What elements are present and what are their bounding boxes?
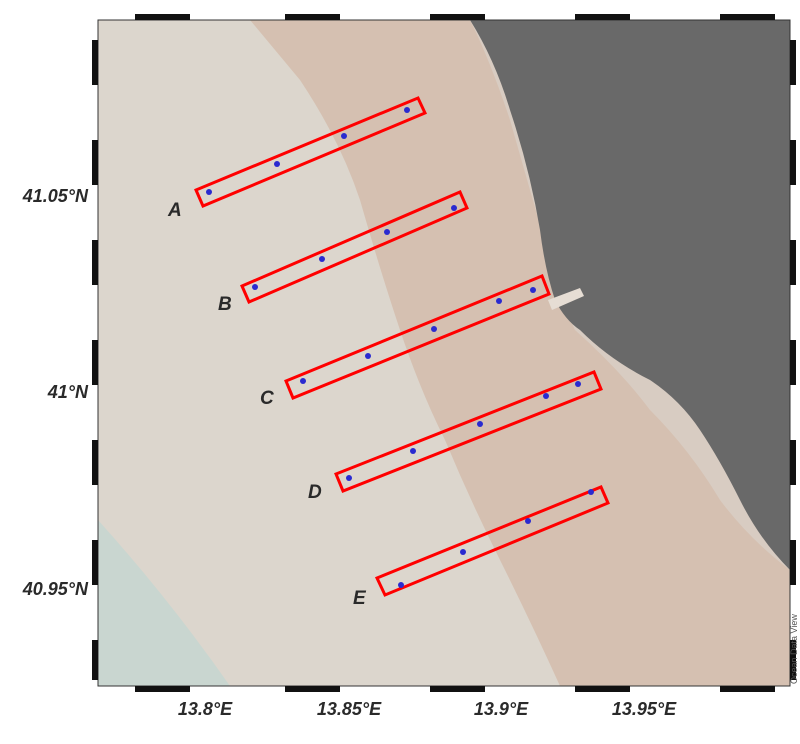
station-c4: [496, 298, 502, 304]
lon-label-13-8: 13.8°E: [178, 699, 233, 719]
lat-label-40-95: 40.95°N: [22, 579, 89, 599]
transect-box-a: [194, 96, 428, 208]
station-c5: [530, 287, 536, 293]
station-c2: [365, 353, 371, 359]
station-d4: [543, 393, 549, 399]
transect-label-b: B: [218, 294, 232, 315]
lat-label-41-05: 41.05°N: [22, 186, 89, 206]
station-b2: [319, 256, 325, 262]
transect-box-b: [240, 190, 469, 304]
pier: [548, 288, 584, 310]
transects: [194, 96, 610, 597]
deep-water-zone: [98, 520, 230, 686]
frame-ticks: [92, 14, 796, 692]
lon-label-13-9: 13.9°E: [474, 699, 529, 719]
inner-shelf-zone: [250, 20, 790, 686]
transect-label-c: C: [260, 388, 274, 409]
transect-labels: A B C D E: [167, 200, 367, 609]
longitude-labels: 13.8°E 13.85°E 13.9°E 13.95°E: [178, 699, 677, 719]
bathymetry-zones: [98, 20, 790, 686]
station-e2: [460, 549, 466, 555]
station-d5: [575, 381, 581, 387]
ocean-data-view-credit: Ocean Data View: [789, 614, 799, 684]
station-c1: [300, 378, 306, 384]
lat-label-41: 41°N: [47, 382, 89, 402]
station-e4: [588, 489, 594, 495]
station-b1: [252, 284, 258, 290]
station-e3: [525, 518, 531, 524]
station-b4: [451, 205, 457, 211]
transect-label-d: D: [308, 482, 322, 503]
transect-box-e: [374, 485, 610, 597]
station-d1: [346, 475, 352, 481]
transect-box-c: [284, 274, 551, 400]
station-a1: [206, 189, 212, 195]
station-d3: [477, 421, 483, 427]
latitude-labels: 41.05°N 41°N 40.95°N: [22, 186, 89, 599]
transect-label-a: A: [167, 200, 182, 221]
station-c3: [431, 326, 437, 332]
station-a2: [274, 161, 280, 167]
station-e1: [398, 582, 404, 588]
station-a3: [341, 133, 347, 139]
station-d2: [410, 448, 416, 454]
land-area: [470, 20, 790, 570]
lon-label-13-85: 13.85°E: [317, 699, 382, 719]
stations: [206, 107, 594, 588]
station-a4: [404, 107, 410, 113]
lon-label-13-95: 13.95°E: [612, 699, 677, 719]
transect-label-e: E: [353, 588, 367, 609]
station-b3: [384, 229, 390, 235]
transect-box-d: [334, 370, 603, 493]
